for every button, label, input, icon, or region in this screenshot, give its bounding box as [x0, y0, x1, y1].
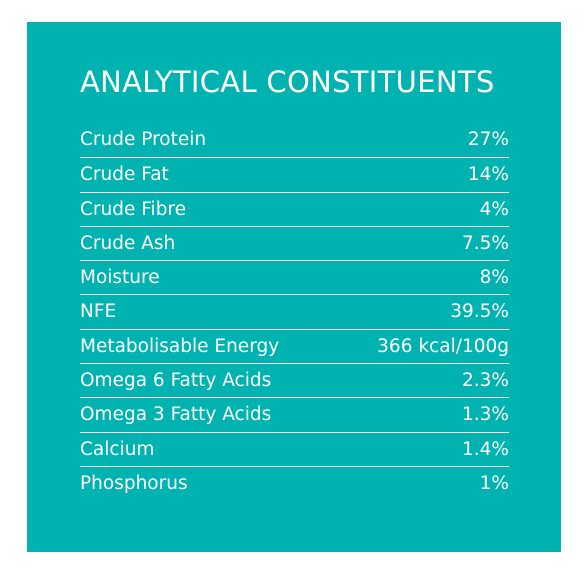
constituent-name: Omega 6 Fatty Acids	[80, 370, 272, 392]
constituent-value: 1.3%	[462, 404, 509, 426]
table-row: Crude Fat 14%	[80, 157, 509, 191]
table-row: Phosphorus 1%	[80, 465, 509, 500]
panel-title: ANALYTICAL CONSTITUENTS	[80, 65, 495, 99]
constituent-name: Crude Ash	[80, 232, 176, 254]
constituent-value: 27%	[467, 129, 509, 150]
constituent-value: 1.4%	[462, 438, 509, 460]
constituent-name: Crude Fat	[80, 164, 169, 186]
constituents-panel: ANALYTICAL CONSTITUENTS Crude Protein 27%…	[27, 22, 561, 552]
constituent-value: 14%	[467, 164, 509, 186]
table-row: Omega 6 Fatty Acids 2.3%	[80, 363, 509, 397]
constituent-name: Moisture	[80, 267, 160, 289]
table-row: Omega 3 Fatty Acids 1.3%	[80, 397, 509, 431]
table-row: Crude Ash 7.5%	[80, 225, 509, 260]
table-row: Moisture 8%	[80, 260, 509, 294]
constituent-value: 366 kcal/100g	[377, 335, 509, 357]
table-row: Calcium 1.4%	[80, 431, 509, 466]
constituent-value: 39.5%	[450, 301, 509, 323]
constituent-name: Calcium	[80, 438, 155, 460]
constituent-name: NFE	[80, 301, 117, 323]
constituent-name: Crude Fibre	[80, 198, 187, 220]
constituent-name: Omega 3 Fatty Acids	[80, 404, 272, 426]
constituent-value: 8%	[479, 267, 509, 289]
constituents-table: Crude Protein 27% Crude Fat 14% Crude Fibre 4…	[80, 123, 509, 500]
constituent-name: Phosphorus	[80, 472, 188, 494]
table-row: Metabolisable Energy 366 kcal/100g	[80, 328, 509, 363]
table-row: NFE 39.5%	[80, 294, 509, 328]
constituent-name: Metabolisable Energy	[80, 335, 280, 357]
constituent-value: 1%	[479, 472, 509, 494]
constituent-name: Crude Protein	[80, 129, 207, 150]
constituent-value: 7.5%	[462, 232, 509, 254]
table-row: Crude Protein 27%	[80, 123, 509, 157]
constituent-value: 2.3%	[462, 370, 509, 392]
table-row: Crude Fibre 4%	[80, 191, 509, 226]
constituent-value: 4%	[479, 198, 509, 220]
